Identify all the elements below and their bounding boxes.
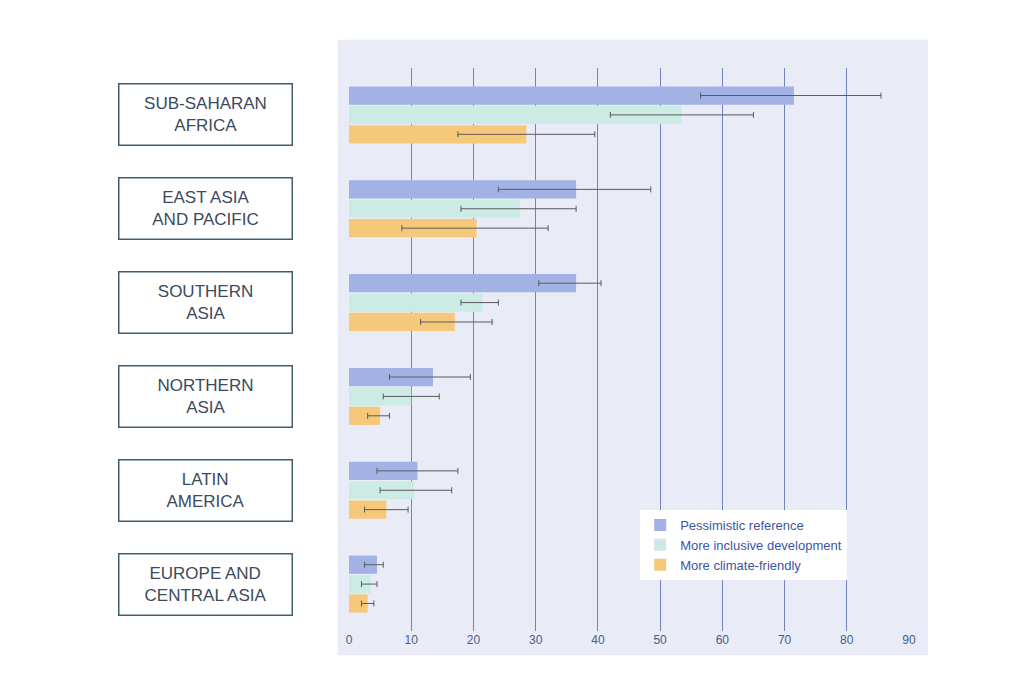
- svg-text:0: 0: [346, 633, 353, 647]
- svg-text:40: 40: [591, 633, 605, 647]
- svg-text:SUB-SAHARANAFRICA: SUB-SAHARANAFRICA: [144, 94, 267, 135]
- svg-text:EAST ASIAAND PACIFIC: EAST ASIAAND PACIFIC: [152, 188, 258, 229]
- svg-text:50: 50: [653, 633, 667, 647]
- svg-text:20: 20: [467, 633, 481, 647]
- svg-text:LATINAMERICA: LATINAMERICA: [166, 470, 244, 511]
- svg-text:70: 70: [778, 633, 792, 647]
- svg-text:90: 90: [902, 633, 916, 647]
- svg-text:10: 10: [405, 633, 419, 647]
- svg-text:SOUTHERNASIA: SOUTHERNASIA: [158, 282, 253, 323]
- svg-text:More inclusive development: More inclusive development: [680, 538, 842, 553]
- svg-text:NORTHERNASIA: NORTHERNASIA: [157, 376, 253, 417]
- svg-text:EUROPE ANDCENTRAL ASIA: EUROPE ANDCENTRAL ASIA: [145, 564, 267, 605]
- svg-text:60: 60: [716, 633, 730, 647]
- svg-text:80: 80: [840, 633, 854, 647]
- svg-text:More climate-friendly: More climate-friendly: [680, 558, 801, 573]
- svg-text:Pessimistic reference: Pessimistic reference: [680, 518, 804, 533]
- svg-text:30: 30: [529, 633, 543, 647]
